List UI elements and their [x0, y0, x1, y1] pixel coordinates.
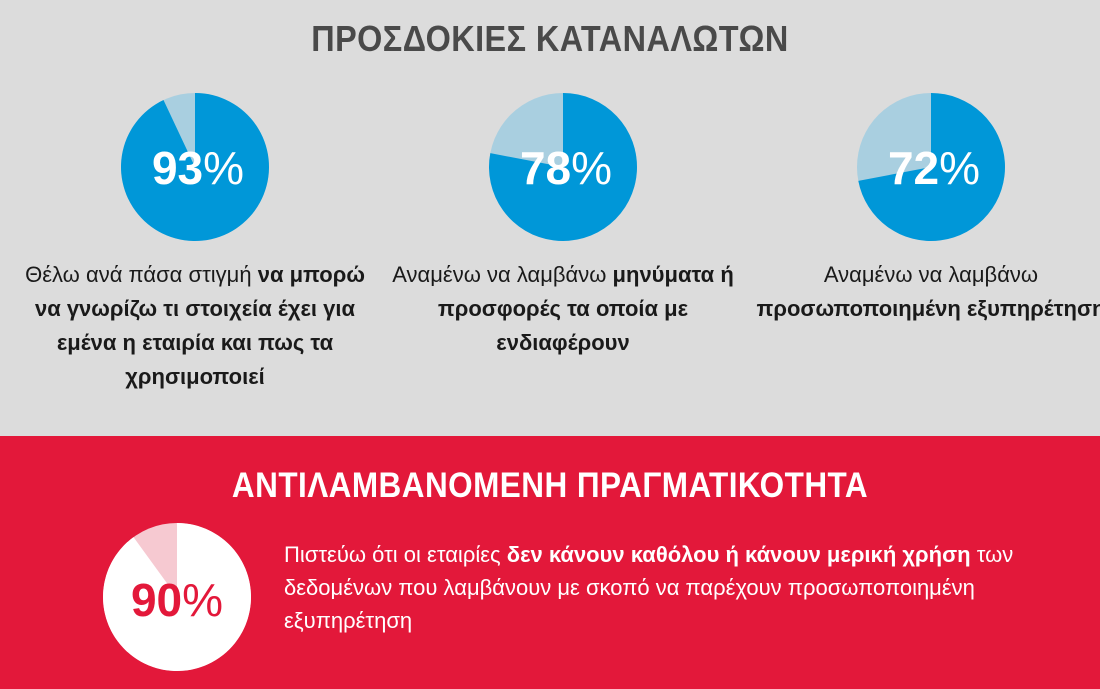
text-run: δεν κάνουν καθόλου ή κάνουν μερική χρήση: [506, 542, 971, 567]
pie-value-slice: [102, 523, 251, 671]
pie-chart-90: 90%: [102, 523, 251, 671]
text-run: να μπορώ να γνωρίζω τι στοιχεία έχει για…: [34, 262, 365, 389]
pie-value-label: 72%: [888, 142, 980, 194]
text-run: Θέλω ανά πάσα στιγμή: [25, 262, 258, 287]
pie-value-slice: [489, 93, 637, 241]
reality-statement: Πιστεύω ότι οι εταιρίες δεν κάνουν καθόλ…: [284, 538, 1044, 637]
pie-value-label: 78%: [520, 142, 612, 194]
pie-value-slice: [858, 93, 1005, 242]
reality-title: ΑΝΤΙΛΑΜΒΑΝΟΜΕΝΗ ΠΡΑΓΜΑΤΙΚΟΤΗΤΑ: [231, 466, 869, 505]
text-run: προσωποποιημένη εξυπηρέτηση: [756, 296, 1100, 321]
pie-value-slice: [120, 93, 269, 241]
pie-value-label: 93%: [152, 142, 244, 194]
text-run: μηνύματα ή προσφορές τα οποία με ενδιαφέ…: [437, 262, 734, 355]
pie-chart-72: 72%: [857, 93, 1005, 242]
text-run: Πιστεύω ότι οι εταιρίες: [284, 542, 507, 567]
caption-72: Αναμένω να λαμβάνω προσωποποιημένη εξυπη…: [751, 258, 1100, 326]
expectations-title: ΠΡΟΣΔΟΚΙΕΣ ΚΑΤΑΝΑΛΩΤΩΝ: [311, 18, 789, 59]
text-run: Αναμένω να λαμβάνω: [392, 262, 613, 287]
pie-chart-78: 78%: [489, 93, 637, 241]
caption-93: Θέλω ανά πάσα στιγμή να μπορώ να γνωρίζω…: [15, 258, 375, 394]
caption-78: Αναμένω να λαμβάνω μηνύματα ή προσφορές …: [383, 258, 743, 360]
text-run: των δεδομένων που λαμβάνουν με σκοπό να …: [284, 542, 1014, 633]
pie-chart-93: 93%: [120, 93, 269, 241]
text-run: Αναμένω να λαμβάνω: [823, 262, 1039, 287]
pie-value-label: 90%: [131, 574, 223, 626]
